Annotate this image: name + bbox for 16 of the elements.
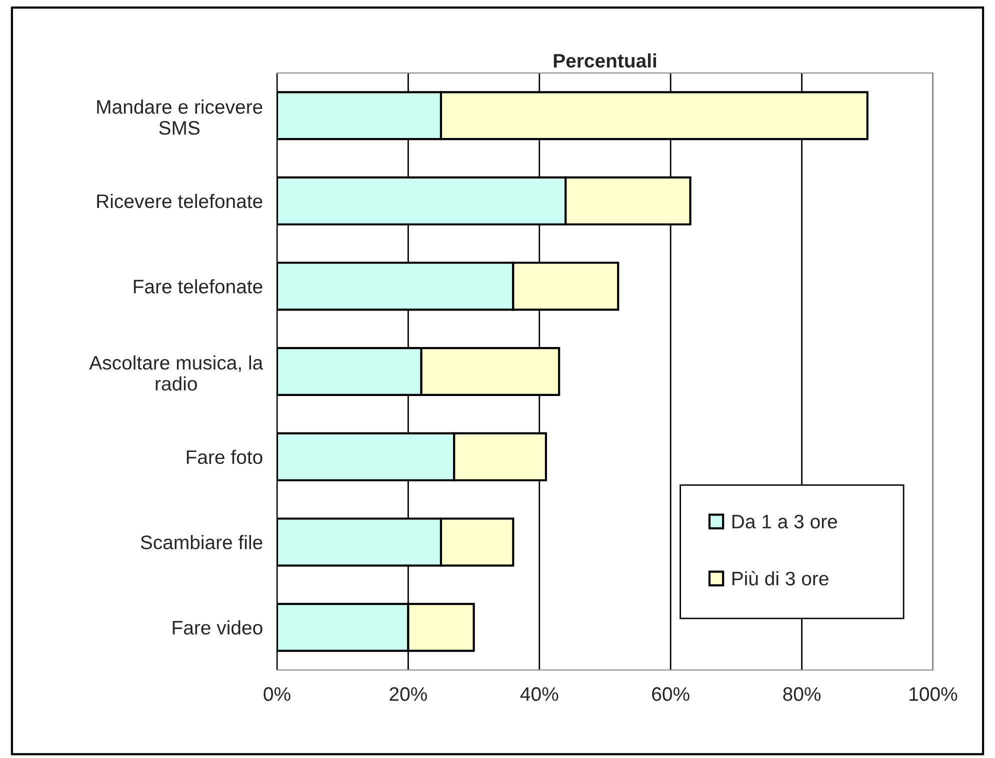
chart-title: Percentuali <box>554 53 656 68</box>
y-tick-label: Fare telefonate <box>134 279 262 294</box>
legend-label: Da 1 a 3 ore <box>732 514 838 528</box>
y-tick-label: Mandare e ricevere SMS <box>97 100 262 135</box>
x-tick-label: 80% <box>783 687 821 701</box>
legend-label: Più di 3 ore <box>732 570 828 586</box>
x-tick-label: 60% <box>652 687 690 701</box>
x-tick-label: 0% <box>264 687 290 701</box>
x-tick-label: 40% <box>520 687 558 701</box>
y-tick-label: Ascoltare musica, la radio <box>89 355 264 391</box>
x-tick-label: 20% <box>390 687 427 701</box>
y-tick-label: Ricevere telefonate <box>97 194 262 208</box>
x-tick-label: 100% <box>910 687 958 701</box>
y-tick-label: Fare foto <box>186 450 262 464</box>
y-tick-label: Scambiare file <box>140 535 262 550</box>
y-tick-label: Fare video <box>172 620 262 635</box>
